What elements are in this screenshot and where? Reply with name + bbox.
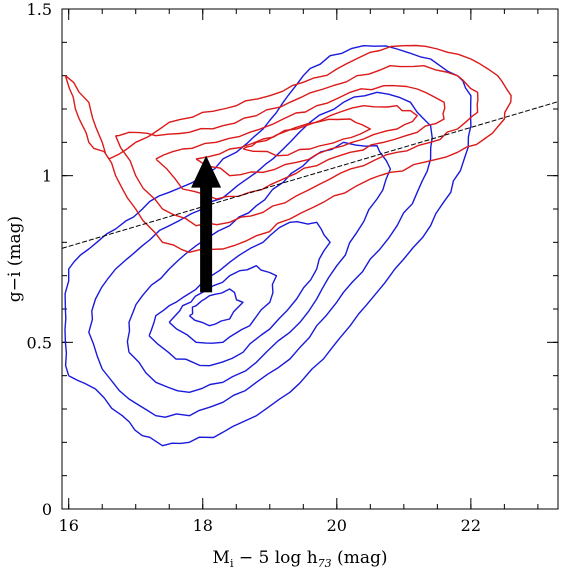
y-axis-title: g−i (mag): [5, 216, 25, 302]
arrow-layer: [191, 155, 222, 293]
x-tick-label: 22: [461, 516, 481, 535]
x-axis-title: Mi − 5 log h73 (mag): [213, 548, 388, 570]
y-tick-label: 1.5: [27, 0, 52, 19]
red-contour-3: [155, 84, 446, 200]
x-tick-label: 20: [327, 516, 347, 535]
x-axis-title-main: M: [213, 548, 230, 568]
blue-contour-2: [88, 91, 433, 418]
blue-contour-6: [188, 288, 244, 327]
arrow-head: [191, 155, 222, 188]
contour-layer: [64, 44, 512, 447]
x-axis-title-sub1: i: [230, 557, 234, 570]
blue-contour-5: [168, 265, 278, 344]
blue-contour-4: [148, 220, 331, 367]
x-axis-title-mid: − 5 log h: [233, 548, 317, 568]
red-contour-1: [64, 44, 512, 254]
red-contour-4: [195, 104, 418, 177]
x-tick-label: 18: [193, 516, 213, 535]
red-contour-2: [114, 64, 479, 227]
arrow-shaft: [200, 183, 213, 293]
y-tick-label: 0: [42, 500, 52, 519]
y-tick-label: 0.5: [27, 333, 52, 352]
y-tick-label: 1: [42, 167, 52, 186]
x-axis-title-tail: (mag): [332, 548, 388, 568]
x-tick-label: 16: [59, 516, 79, 535]
line-layer: [61, 101, 559, 249]
major-ticks: [62, 8, 558, 510]
dividing-line: [61, 101, 559, 249]
x-axis-title-sub2: 73: [318, 557, 332, 570]
blue-contour-1: [64, 45, 472, 447]
plot-frame: [61, 8, 559, 510]
tick-labels: 16 18 20 22 0 0.5 1 1.5: [27, 0, 481, 535]
red-contour-5: [242, 118, 371, 157]
minor-ticks: [62, 8, 558, 510]
